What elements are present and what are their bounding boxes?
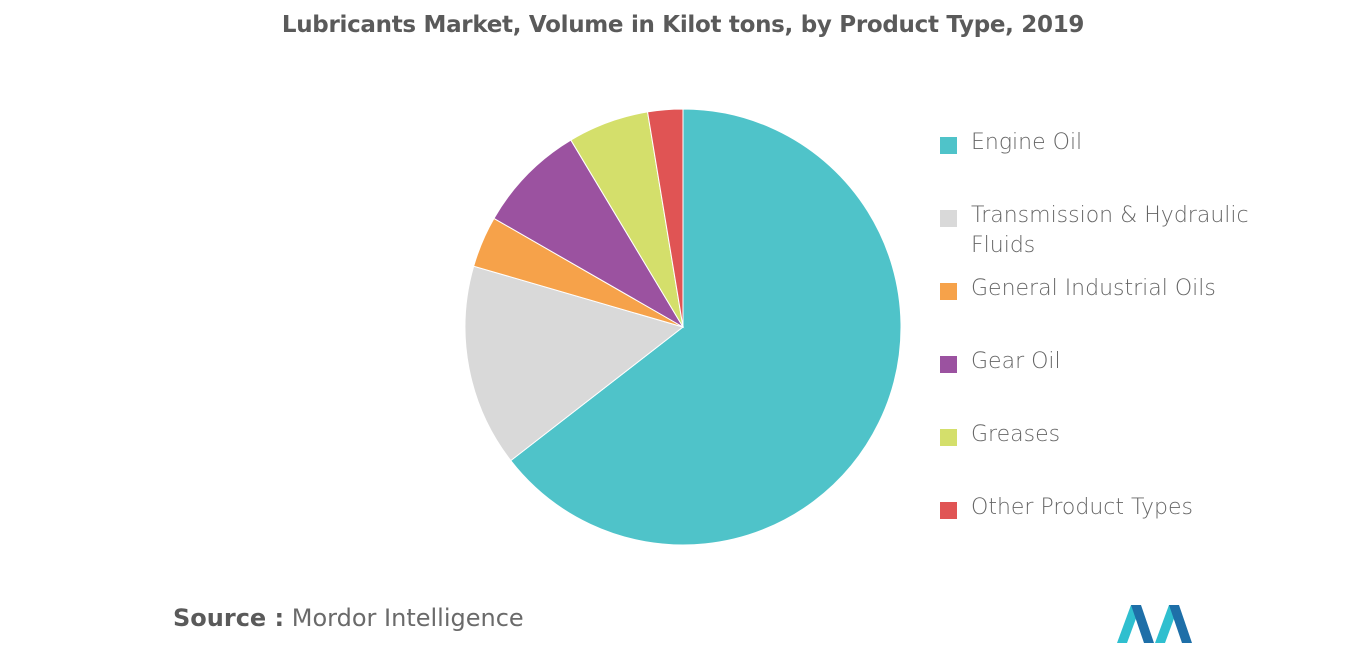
legend-swatch-other-product-types — [940, 502, 957, 519]
source-key: Source : — [173, 604, 285, 632]
legend-label-gear-oil: Gear Oil — [971, 349, 1061, 374]
legend-label-engine-oil: Engine Oil — [971, 130, 1083, 155]
pie-slice-other-product-types — [646, 108, 684, 328]
legend-swatch-gear-oil — [940, 356, 957, 373]
pie-slice-transmission-hydraulic-fluids — [464, 265, 685, 462]
mordor-intelligence-logo-icon — [1117, 605, 1192, 643]
legend-swatch-greases — [940, 429, 957, 446]
legend-swatch-transmission-hydraulic-fluids — [940, 210, 957, 227]
chart-title: Lubricants Market, Volume in Kilot tons,… — [281, 12, 1085, 38]
logo-shape-right — [1169, 605, 1192, 643]
pie-slice-engine-oil — [510, 108, 902, 546]
logo-shape-mid-left — [1131, 605, 1154, 643]
pie-slice-gear-oil — [493, 139, 685, 329]
source-value: Mordor Intelligence — [284, 604, 524, 632]
legend-swatch-general-industrial-oils — [940, 283, 957, 300]
legend-label-transmission-hydraulic-fluids: Transmission & Hydraulic Fluids — [971, 203, 1249, 258]
legend-label-general-industrial-oils: General Industrial Oils — [971, 276, 1216, 301]
source-line: Source : Mordor Intelligence — [173, 604, 524, 632]
legend-swatch-engine-oil — [940, 137, 957, 154]
legend-label-other-product-types: Other Product Types — [971, 495, 1193, 520]
legend-label-greases: Greases — [971, 422, 1061, 447]
